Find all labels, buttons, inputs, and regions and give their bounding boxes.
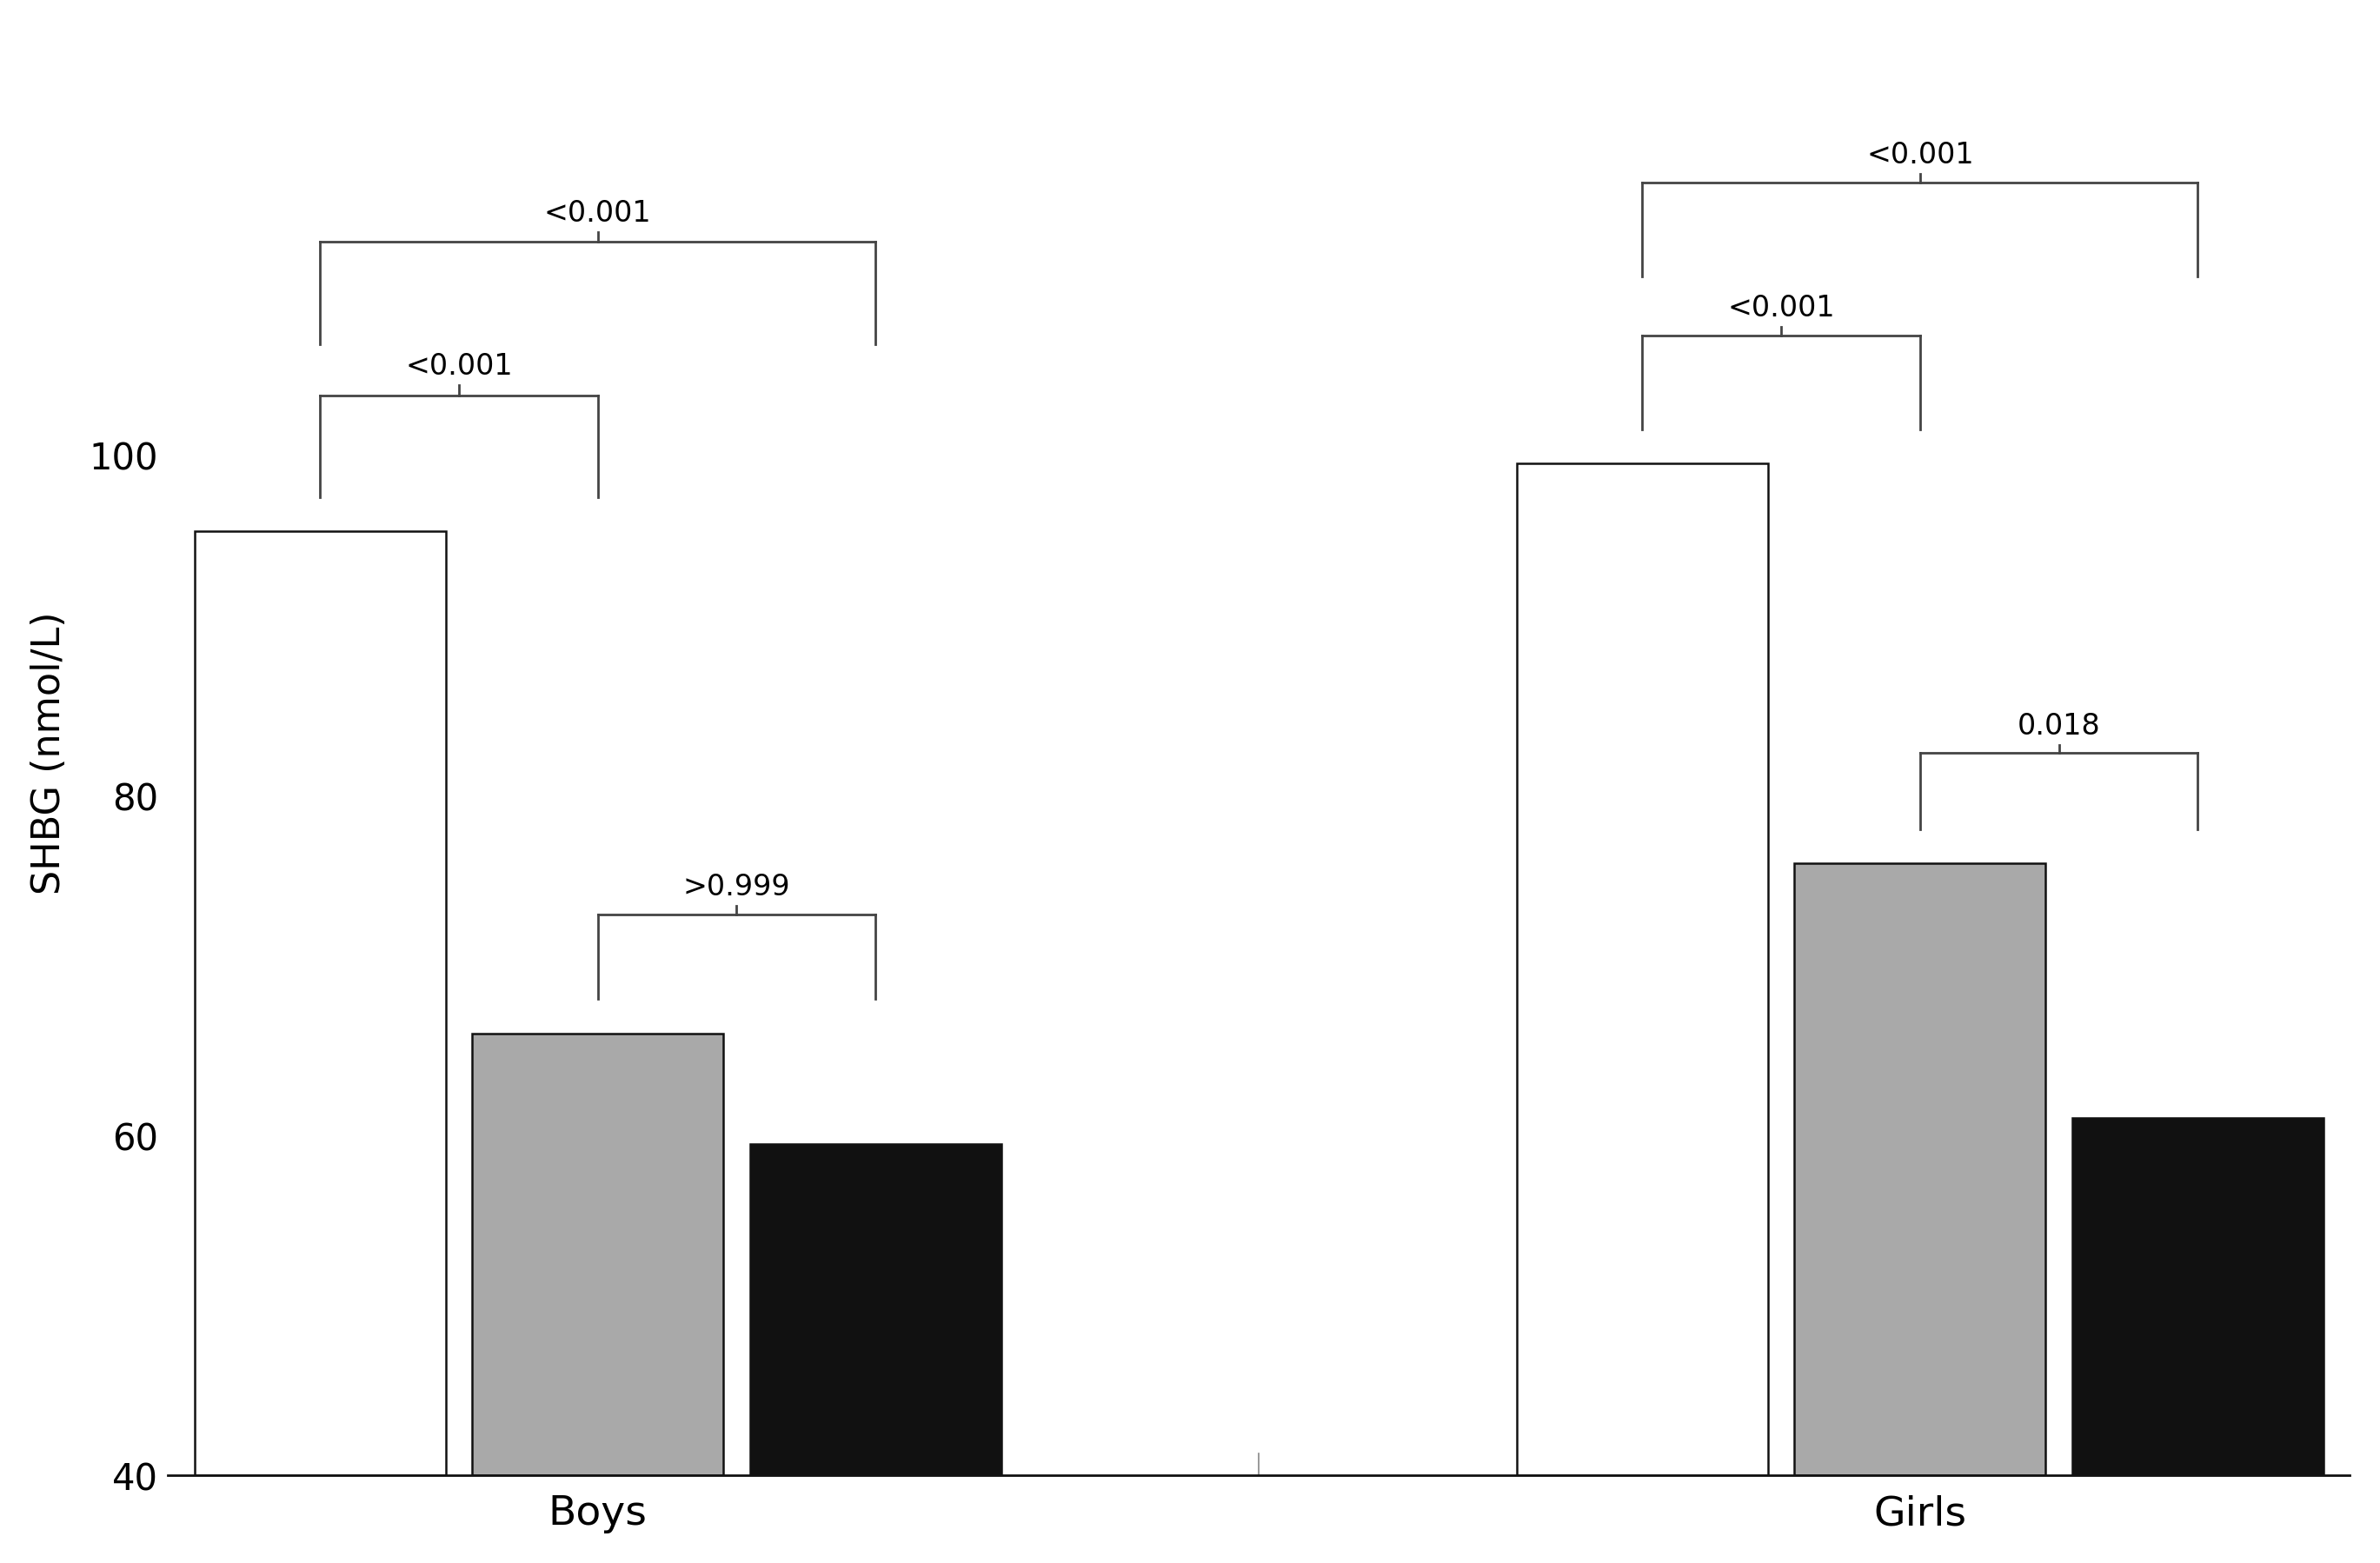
Bar — [2073, 1119, 2323, 1475]
Bar — [471, 1033, 724, 1475]
Y-axis label: SHBG (nmol/L): SHBG (nmol/L) — [31, 611, 67, 894]
Text: <0.001: <0.001 — [1866, 141, 1973, 169]
Bar — [1795, 863, 2047, 1475]
Bar — [195, 531, 445, 1475]
Bar — [750, 1144, 1002, 1475]
Text: >0.999: >0.999 — [683, 872, 790, 902]
Text: <0.001: <0.001 — [405, 352, 512, 381]
Bar — [1516, 464, 1768, 1475]
Text: <0.001: <0.001 — [545, 199, 652, 228]
Text: <0.001: <0.001 — [1728, 294, 1835, 322]
Text: 0.018: 0.018 — [2018, 711, 2102, 741]
